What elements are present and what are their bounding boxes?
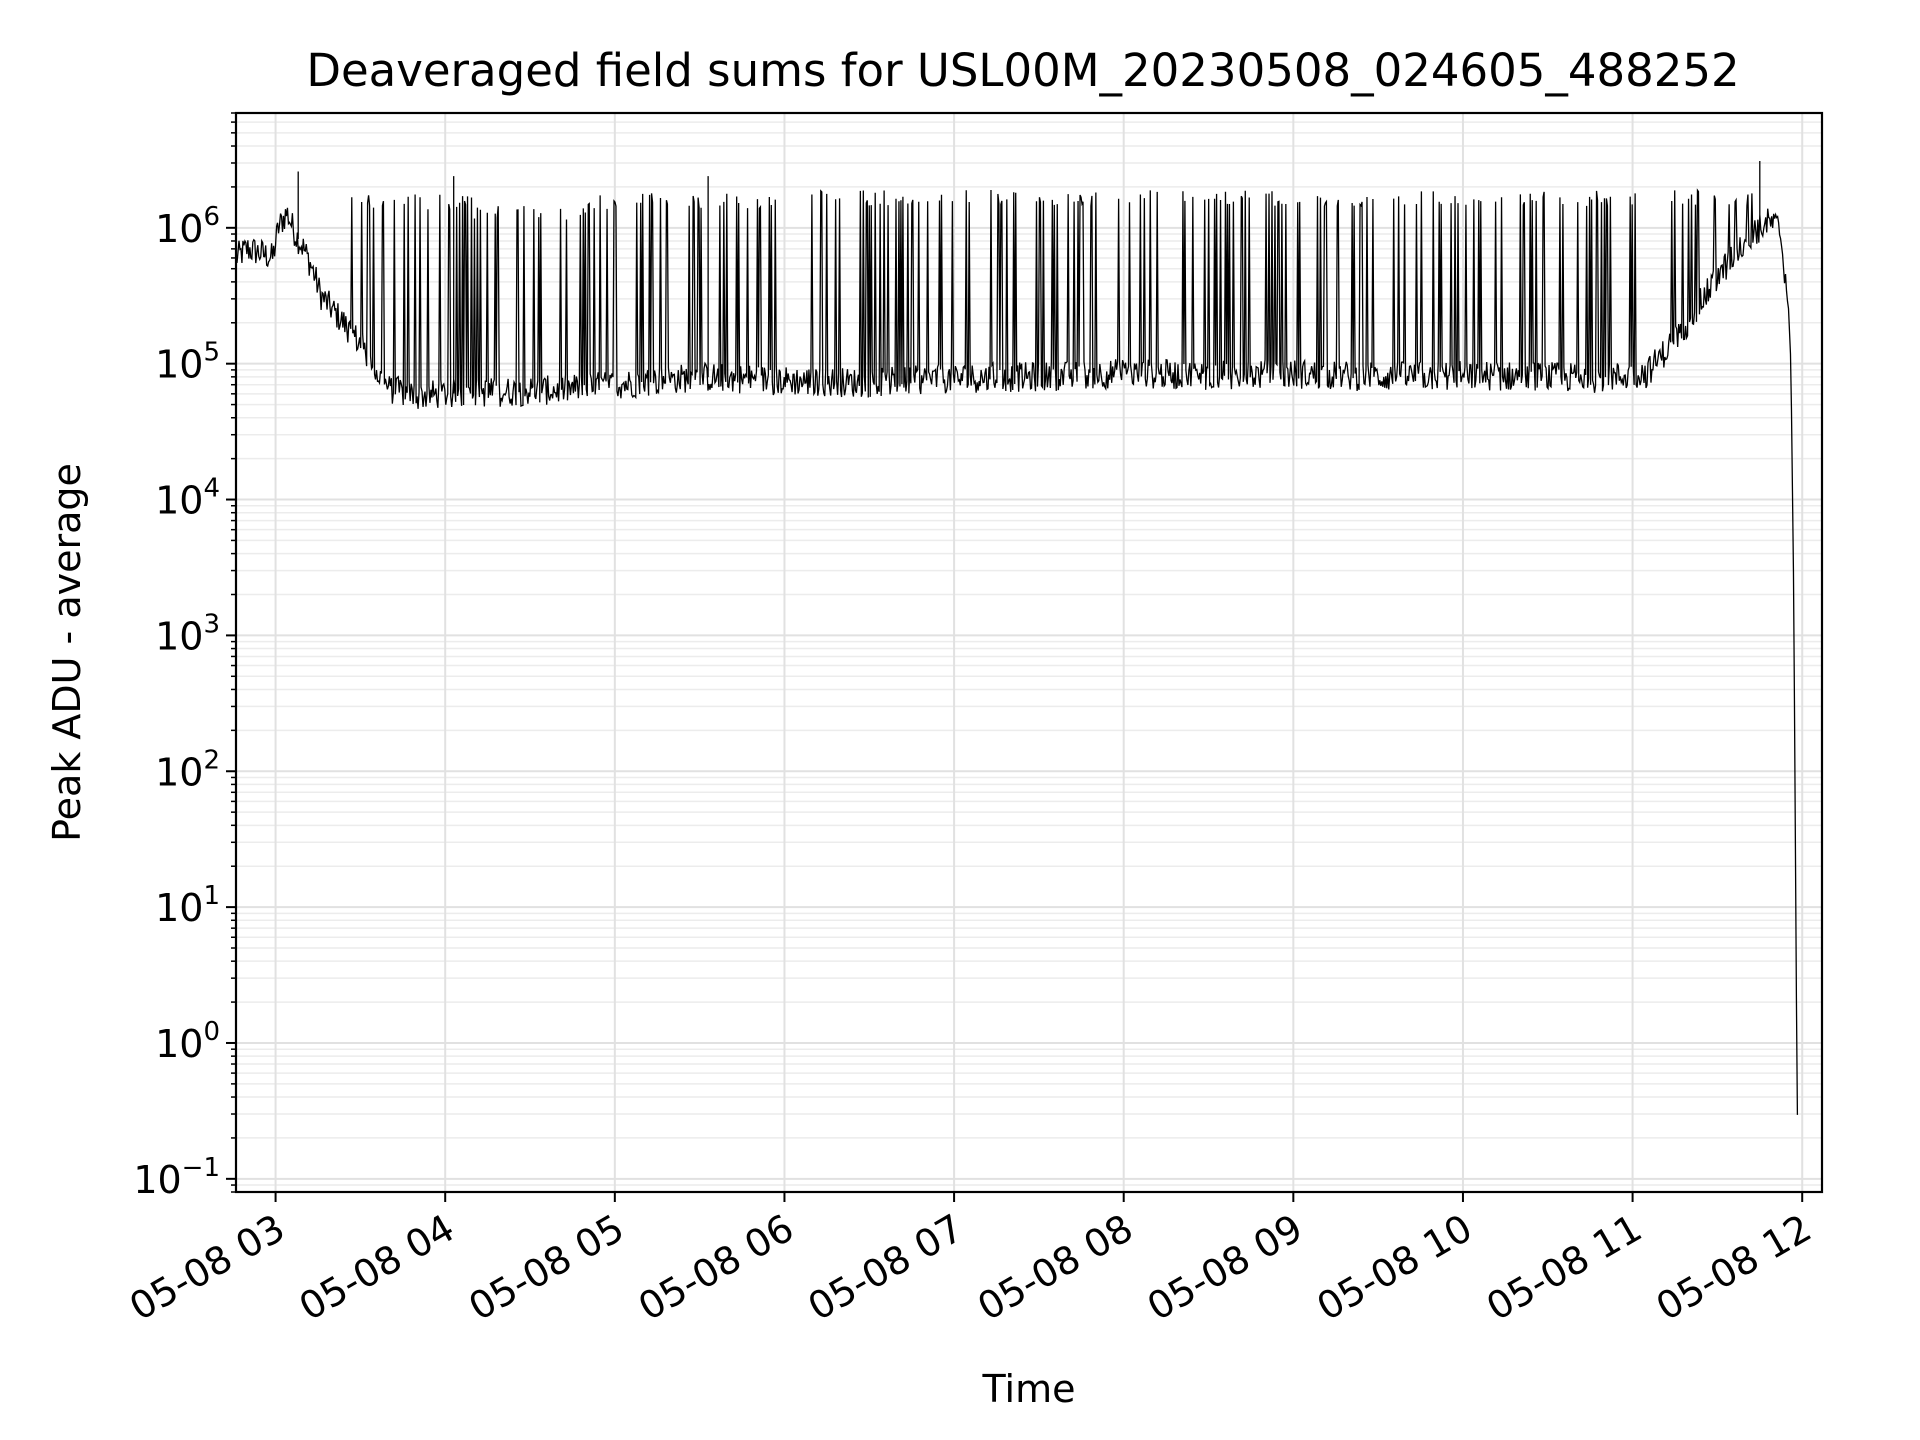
- x-tick-label: 05-08 11: [1479, 1206, 1649, 1330]
- x-axis-label: Time: [982, 1367, 1076, 1411]
- series-layer: [235, 161, 1799, 1115]
- x-tick-label: 05-08 05: [461, 1206, 631, 1330]
- x-tick-label: 05-08 08: [970, 1206, 1140, 1330]
- y-tick-label: 102: [155, 745, 220, 794]
- x-tick-label: 05-08 07: [801, 1206, 971, 1330]
- y-tick-label: 104: [155, 474, 220, 523]
- y-tick-label: 101: [155, 881, 220, 930]
- x-tick-label: 05-08 09: [1140, 1206, 1310, 1330]
- x-tick-label: 05-08 10: [1309, 1206, 1479, 1330]
- x-tick-label: 05-08 04: [292, 1206, 462, 1330]
- y-tick-label: 100: [155, 1017, 220, 1066]
- x-tick-label: 05-08 06: [631, 1206, 801, 1330]
- y-tick-label: 103: [155, 609, 220, 658]
- plot-frame: [234, 111, 1824, 1194]
- y-tick-label: 10−1: [133, 1153, 220, 1202]
- ticks: [226, 112, 1804, 1202]
- x-tick-label: 05-08 12: [1649, 1206, 1819, 1330]
- y-tick-label: 106: [155, 202, 220, 251]
- chart-title: Deaveraged field sums for USL00M_2023050…: [306, 44, 1739, 97]
- y-axis-label: Peak ADU - average: [45, 463, 89, 842]
- y-tick-labels: 10−1 100 101 102 103 104 105 106: [133, 202, 220, 1202]
- y-tick-label: 105: [155, 338, 220, 387]
- x-tick-labels: 05-08 03 05-08 04 05-08 05 05-08 06 05-08 07…: [122, 1206, 1819, 1330]
- grid: [236, 112, 1822, 1193]
- x-tick-label: 05-08 03: [122, 1206, 292, 1330]
- series-line: [235, 161, 1799, 1115]
